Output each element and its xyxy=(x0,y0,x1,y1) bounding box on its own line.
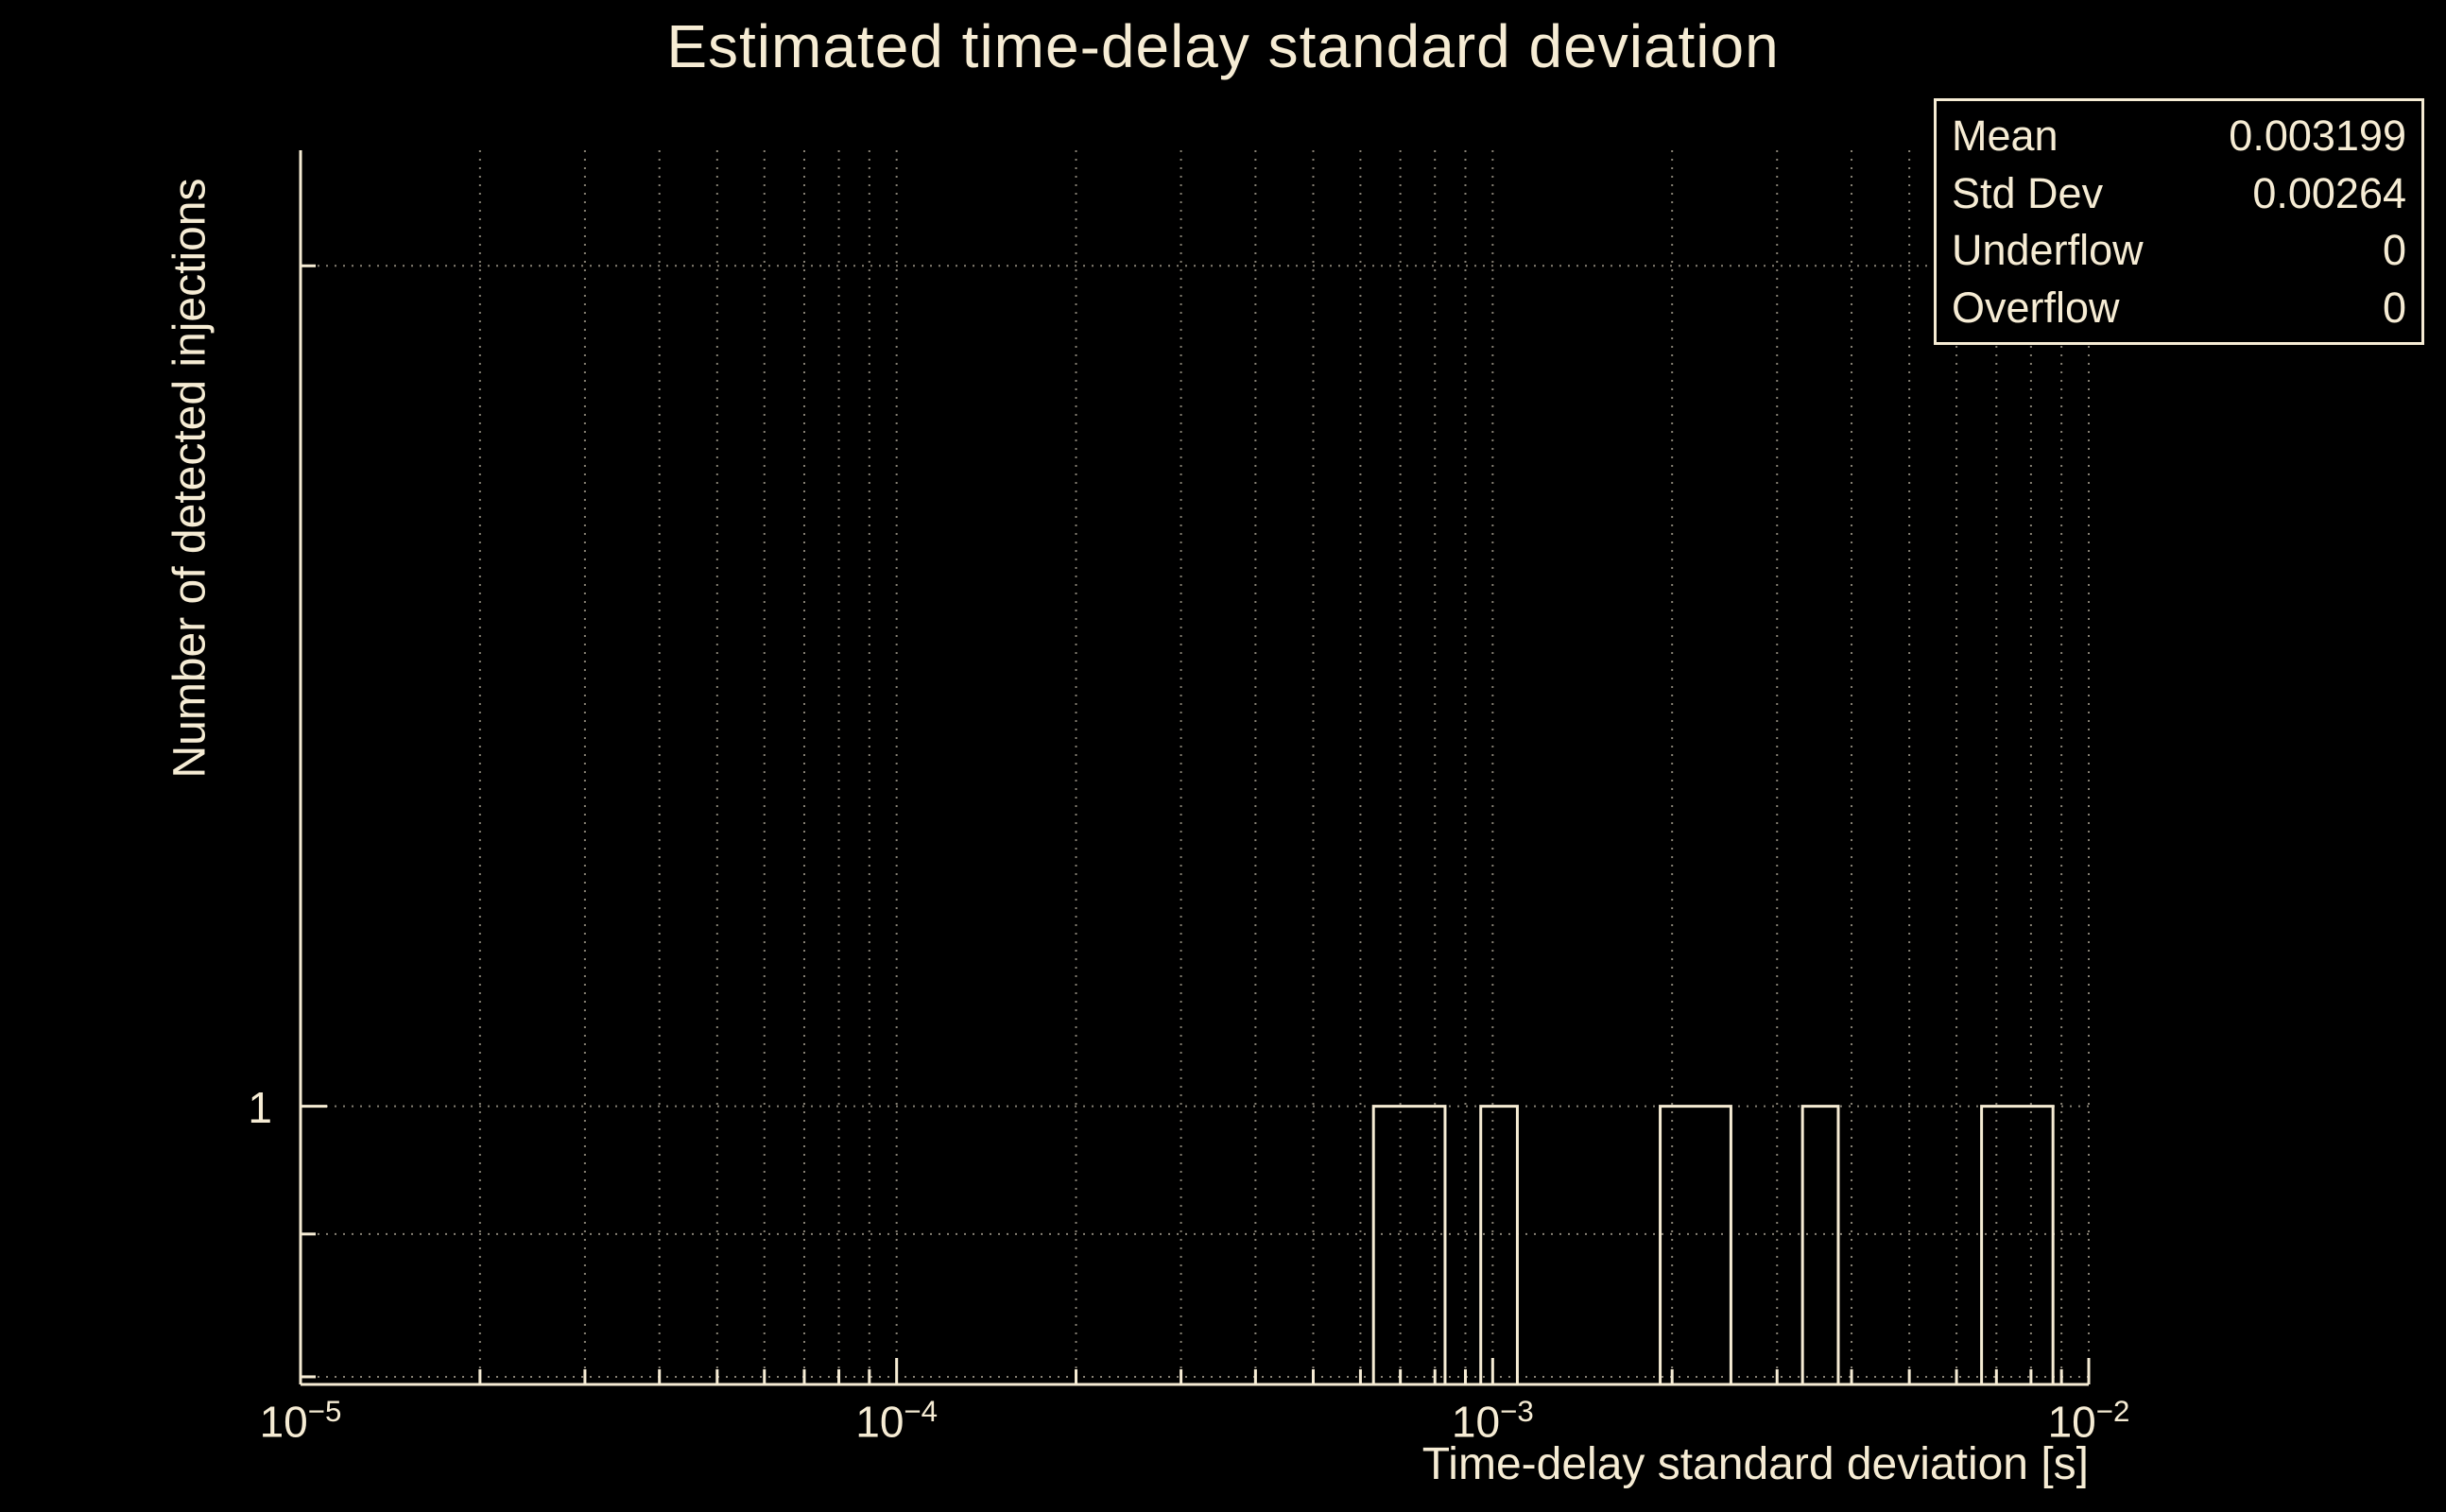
stats-row-mean: Mean 0.003199 xyxy=(1952,114,2406,157)
stat-value-mean: 0.003199 xyxy=(2229,111,2406,160)
stat-label-overflow: Overflow xyxy=(1952,284,2120,333)
stats-box: Mean 0.003199 Std Dev 0.00264 Underflow … xyxy=(1934,98,2424,345)
x-tick-label: 10−3 xyxy=(1451,1395,1534,1447)
gridlines xyxy=(300,150,2090,1384)
stat-value-overflow: 0 xyxy=(2382,284,2406,333)
x-tick-label: 10−5 xyxy=(259,1395,342,1447)
stat-label-mean: Mean xyxy=(1952,111,2058,160)
y-tick-label: 1 xyxy=(248,1082,272,1132)
axes xyxy=(299,150,2089,1386)
y-axis-label: Number of detected injections xyxy=(164,178,215,779)
stats-row-underflow: Underflow 0 xyxy=(1952,229,2406,271)
stats-row-overflow: Overflow 0 xyxy=(1952,286,2406,329)
stat-value-stddev: 0.00264 xyxy=(2252,168,2406,217)
axis-ticks xyxy=(299,264,2091,1384)
x-axis-label: Time-delay standard deviation [s] xyxy=(1421,1439,2089,1489)
stats-row-stddev: Std Dev 0.00264 xyxy=(1952,172,2406,215)
x-tick-label: 10−2 xyxy=(2047,1395,2130,1447)
x-tick-label: 10−4 xyxy=(855,1395,939,1447)
chart-title: Estimated time-delay standard deviation xyxy=(666,12,1780,80)
stat-value-underflow: 0 xyxy=(2382,226,2406,275)
stat-label-stddev: Std Dev xyxy=(1952,168,2104,217)
histogram-outline xyxy=(1371,1105,2055,1384)
stat-label-underflow: Underflow xyxy=(1952,226,2144,275)
